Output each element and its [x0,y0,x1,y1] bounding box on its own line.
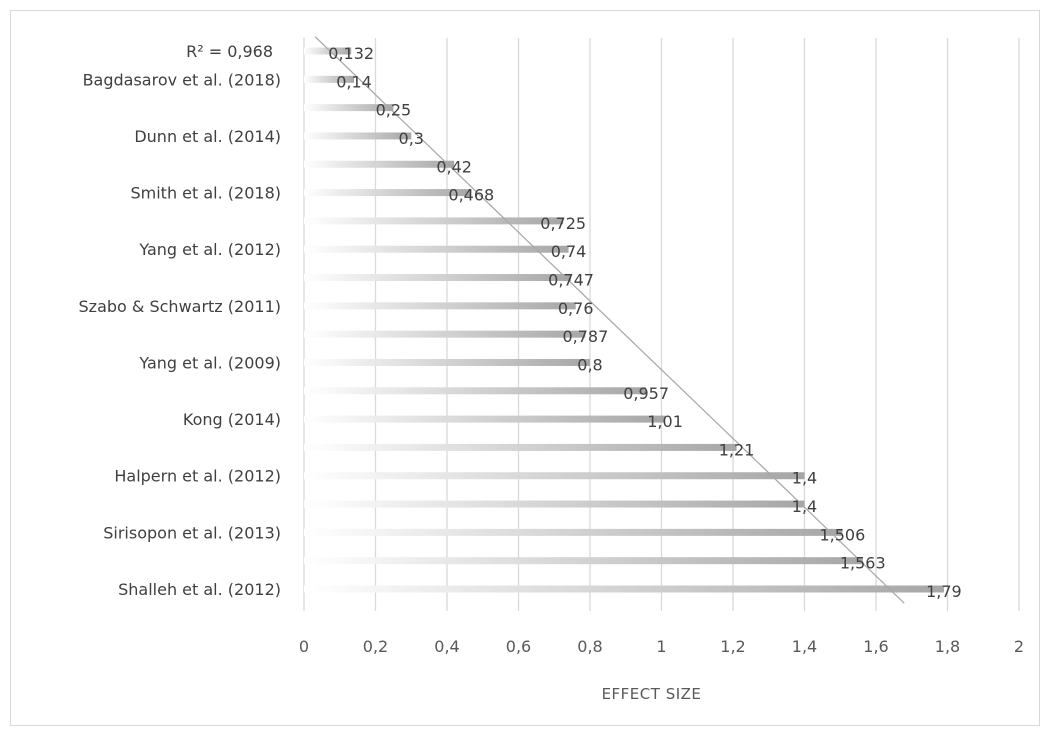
effect-size-chart: 0,1320,140,250,30,420,4680,7250,740,7470… [79,36,1024,703]
r-squared-label: R² = 0,968 [186,42,273,61]
bar [304,104,394,112]
data-label: 0,747 [548,271,594,290]
bar [304,274,572,282]
category-label: Dunn et al. (2014) [134,127,281,146]
data-label: 0,42 [436,157,472,176]
bar [304,217,564,225]
data-label: 1,01 [647,412,683,431]
bar [304,47,352,55]
category-label: Smith et al. (2018) [130,184,281,203]
bar [304,132,412,140]
data-labels: 0,132 0,140,25 0,3 0,42 0,468 0,725 0,74 0,747 0… [328,44,961,601]
x-axis-title: EFFECT SIZE [602,685,702,703]
bar [304,302,576,310]
x-tick-label: 1,6 [863,637,888,656]
data-label: 0,14 [336,72,372,91]
category-labels: Bagdasarov et al. (2018) Dunn et al. (201… [79,42,281,599]
data-label: 0,132 [328,44,374,63]
linear-trendline [314,36,905,604]
data-label: 0,787 [562,327,608,346]
data-label: 0,74 [551,242,587,261]
gridlines [303,38,1020,611]
data-label: 0,957 [623,384,669,403]
bar [304,472,805,480]
category-label: Yang et al. (2009) [138,353,281,372]
x-tick-label: 0,2 [363,637,388,656]
trendline [314,36,905,604]
bar [304,358,590,366]
category-label: Bagdasarov et al. (2018) [83,70,281,89]
category-label: Sirisopon et al. (2013) [103,523,281,542]
x-tick-label: 1,8 [935,637,960,656]
x-tick-labels: 0 0,2 0,4 0,6 0,8 1 1,2 1,4 1,6 1,8 2 [299,637,1024,656]
category-label: Szabo & Schwartz (2011) [79,297,281,316]
data-label: 1,21 [719,440,755,459]
x-tick-label: 0,8 [577,637,602,656]
bar [304,528,843,536]
data-label: 0,8 [577,355,602,374]
bar [304,415,666,423]
bar [304,387,647,395]
bar [304,443,737,451]
data-label: 1,79 [926,582,962,601]
data-label: 1,4 [792,469,817,488]
x-tick-label: 1,2 [720,637,745,656]
data-label: 0,3 [399,129,424,148]
bar [304,500,805,508]
data-label: 1,4 [792,497,817,516]
x-tick-label: 0,6 [506,637,531,656]
chart-frame: 0,132 0,14 0,25 0,3 0,42 0,468 0,725 0,74 0,747 0… [10,10,1040,726]
x-tick-label: 0 [299,637,309,656]
x-tick-label: 1 [656,637,666,656]
bar [304,557,863,565]
data-label: 0,725 [540,214,586,233]
data-label: 0,25 [376,101,412,120]
x-tick-label: 0,4 [434,637,459,656]
category-label: Halpern et al. (2012) [114,467,281,486]
bar [304,245,569,253]
x-tick-label: 2 [1014,637,1024,656]
category-label: Yang et al. (2012) [138,240,281,259]
bar [304,189,472,197]
bars [304,47,944,593]
category-label: Kong (2014) [183,410,281,429]
data-label: 0,76 [558,299,594,318]
bar [304,585,944,593]
x-tick-label: 1,4 [792,637,817,656]
data-label: 1,506 [819,525,865,544]
category-label: Shalleh et al. (2012) [118,580,281,599]
bar [304,330,586,338]
data-label: 0,468 [448,186,494,205]
bar [304,160,455,168]
data-label: 1,563 [840,554,886,573]
bar [304,75,355,83]
